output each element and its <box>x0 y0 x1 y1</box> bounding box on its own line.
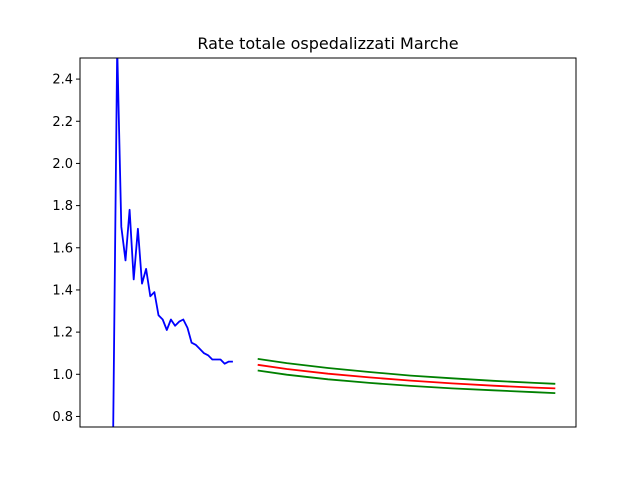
series-line-1 <box>257 363 556 390</box>
plot-frame <box>79 57 577 428</box>
y-tick-label: 0.8 <box>52 410 73 425</box>
chart-title: Rate totale ospedalizzati Marche <box>197 34 458 53</box>
series-line-2 <box>257 358 556 385</box>
y-tick-label: 2.2 <box>52 115 73 130</box>
series-line-3 <box>257 369 556 394</box>
series-layer <box>112 58 556 427</box>
y-tick-label: 1.4 <box>52 283 73 298</box>
y-tick-label: 1.8 <box>52 199 73 214</box>
y-tick-label: 2.4 <box>52 73 73 88</box>
series-line-0 <box>112 58 233 427</box>
y-tick-label: 2.0 <box>52 157 73 172</box>
y-tick-label: 1.0 <box>52 368 73 383</box>
y-tick-label: 1.2 <box>52 326 73 341</box>
y-tick-label: 1.6 <box>52 241 73 256</box>
y-axis: 0.8 1.0 1.2 1.4 1.6 1.8 2.0 2.2 2.4 <box>52 73 80 425</box>
